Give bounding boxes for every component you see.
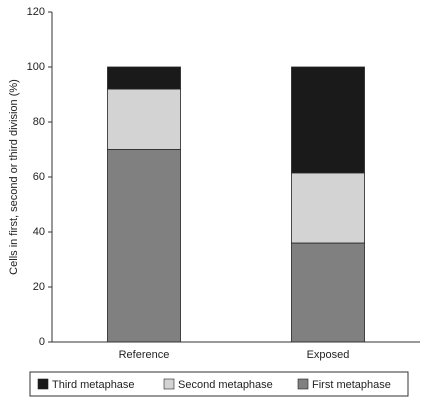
- legend-label: Third metaphase: [52, 379, 135, 391]
- y-axis-label: Cells in first, second or third division…: [8, 79, 20, 275]
- y-tick-label: 80: [33, 116, 45, 128]
- legend-box: [29, 371, 409, 397]
- bar-segment: [107, 66, 181, 90]
- y-tick-label: 40: [33, 226, 45, 238]
- y-tick-label: 100: [27, 61, 45, 73]
- bar-segment: [291, 172, 365, 244]
- y-tick-label: 120: [27, 6, 45, 18]
- x-tick-label: Exposed: [307, 349, 350, 361]
- bar-segment: [291, 66, 365, 174]
- y-tick-label: 20: [33, 281, 45, 293]
- y-tick-label: 0: [39, 336, 45, 348]
- y-tick-label: 60: [33, 171, 45, 183]
- x-tick-label: Reference: [119, 349, 170, 361]
- legend-swatch: [297, 378, 309, 390]
- legend-label: Second metaphase: [178, 379, 273, 391]
- legend-label: First metaphase: [312, 379, 391, 391]
- legend-swatch: [163, 378, 175, 390]
- bar-segment: [291, 242, 365, 343]
- legend-swatch: [37, 378, 49, 390]
- bar-segment: [107, 149, 181, 343]
- bar-segment: [107, 88, 181, 150]
